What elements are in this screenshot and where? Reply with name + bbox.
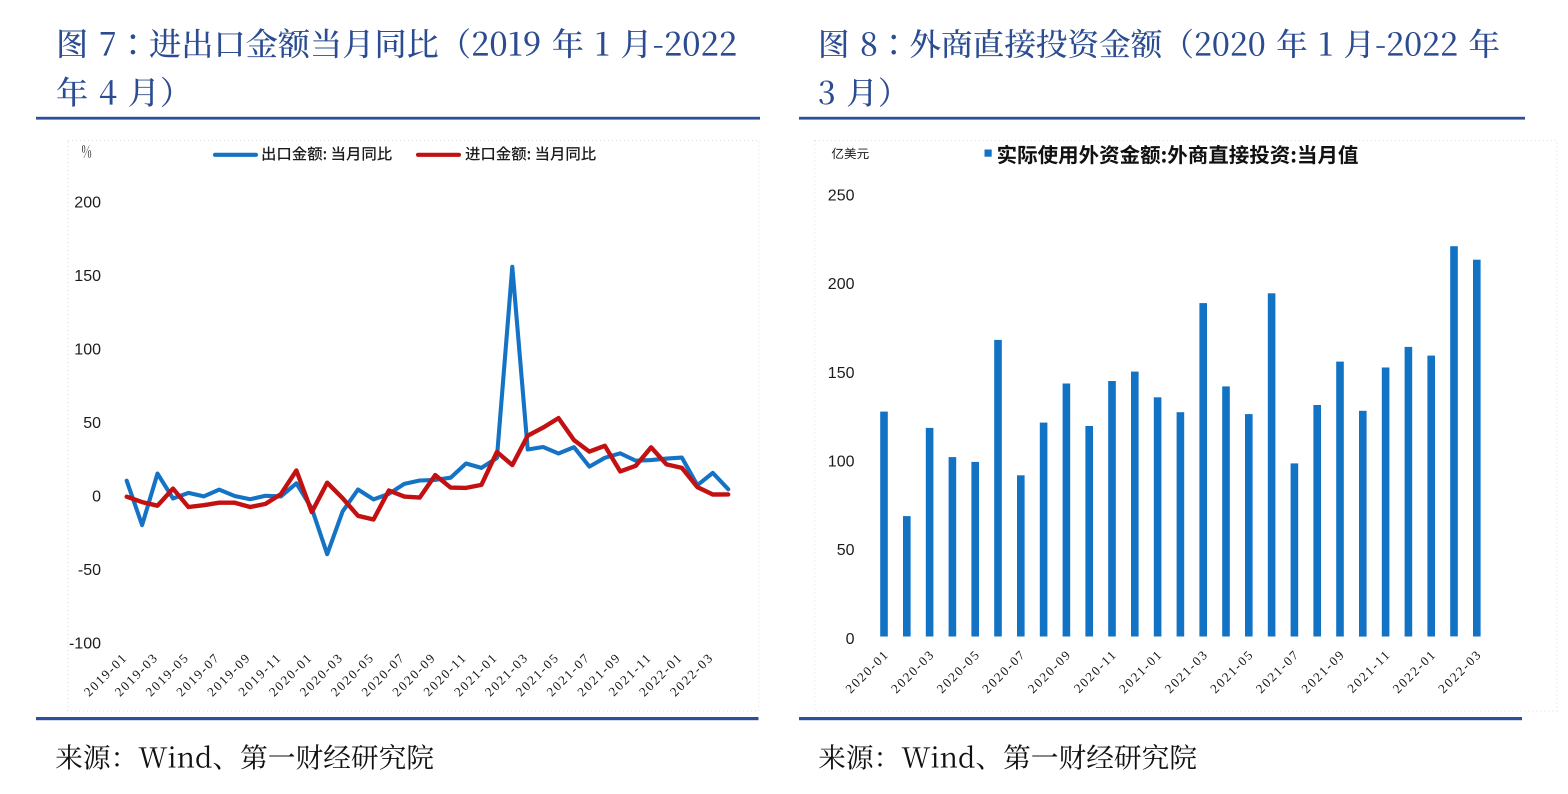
svg-text:-100: -100 — [69, 636, 101, 653]
svg-text:-50: -50 — [78, 562, 101, 579]
svg-text:150: 150 — [828, 365, 855, 382]
svg-text:200: 200 — [828, 276, 855, 293]
svg-text:0: 0 — [92, 489, 101, 506]
svg-text:200: 200 — [74, 195, 101, 212]
svg-text:50: 50 — [837, 542, 855, 559]
svg-text:150: 150 — [74, 268, 101, 285]
svg-text:100: 100 — [74, 342, 101, 359]
svg-text:50: 50 — [83, 415, 101, 432]
svg-text:100: 100 — [828, 454, 855, 471]
svg-text:0: 0 — [846, 631, 855, 648]
svg-text:250: 250 — [828, 188, 855, 205]
